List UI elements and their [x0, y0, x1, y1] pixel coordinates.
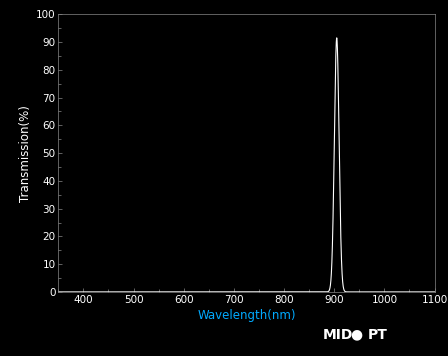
Text: PT: PT	[367, 328, 387, 342]
Text: ●: ●	[350, 328, 362, 342]
Text: MID: MID	[323, 328, 353, 342]
Y-axis label: Transmission(%): Transmission(%)	[19, 105, 32, 201]
X-axis label: Wavelength(nm): Wavelength(nm)	[197, 309, 296, 322]
